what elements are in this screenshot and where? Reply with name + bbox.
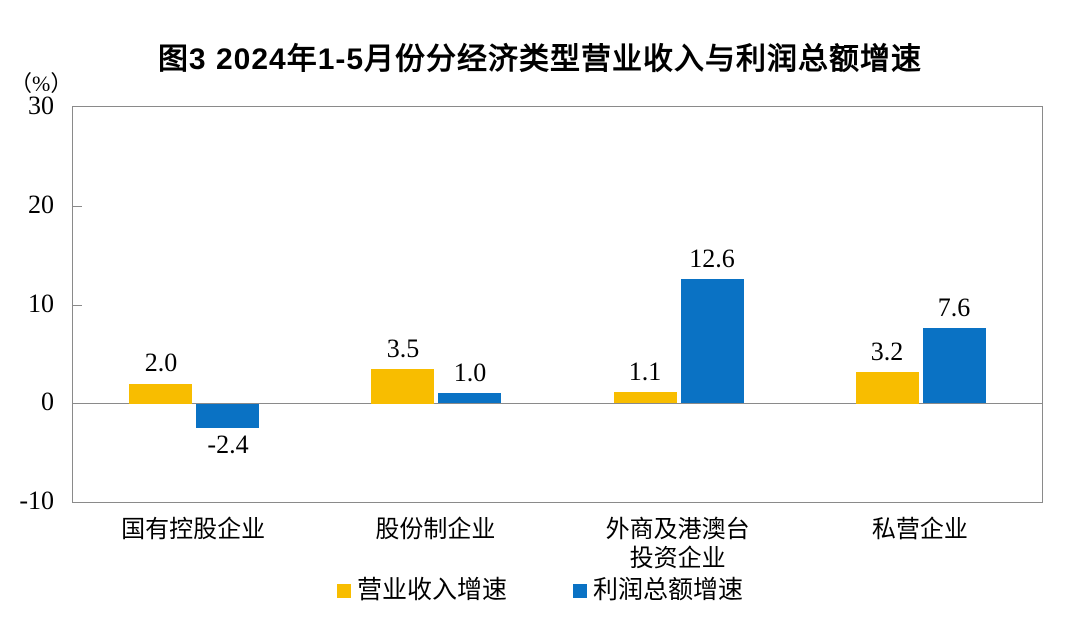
legend-item-profit: 利润总额增速 (573, 578, 743, 604)
legend-swatch-profit (573, 584, 587, 598)
bar-value-profit-cat2: 12.6 (689, 244, 735, 273)
y-axis: 30 20 10 0 -10 (0, 93, 62, 514)
bar-revenue-cat0 (129, 384, 192, 404)
bar-value-revenue-cat0: 2.0 (144, 348, 178, 377)
x-category-label-2: 外商及港澳台 投资企业 (605, 517, 750, 572)
y-tick-mark-10 (73, 305, 82, 306)
bar-revenue-cat3 (856, 372, 919, 404)
plot-area: 2.0 -2.4 3.5 1.0 1.1 12.6 3.2 7.6 (72, 106, 1043, 503)
bar-profit-cat0 (196, 404, 259, 428)
y-axis-unit-label: （%） (10, 71, 73, 96)
y-tick-label-20: 20 (28, 189, 54, 219)
legend: 营业收入增速 利润总额增速 (0, 578, 1080, 604)
x-category-label-3: 私营企业 (871, 517, 968, 543)
x-axis-category-labels: 国有控股企业 股份制企业 外商及港澳台 投资企业 私营企业 (72, 516, 1041, 574)
legend-label-profit: 利润总额增速 (593, 577, 744, 604)
y-tick-label-10: 10 (28, 288, 54, 318)
bar-revenue-cat1 (371, 369, 434, 404)
y-tick-label--10: -10 (19, 486, 54, 515)
legend-item-revenue: 营业收入增速 (336, 577, 507, 604)
bar-profit-cat1 (438, 393, 501, 403)
bar-value-profit-cat0: -2.4 (207, 430, 249, 459)
x-category-label-0: 国有控股企业 (121, 517, 266, 543)
y-tick-label-0: 0 (41, 387, 54, 417)
bar-profit-cat2 (681, 279, 744, 403)
bar-value-profit-cat3: 7.6 (937, 293, 971, 322)
bar-value-revenue-cat1: 3.5 (386, 334, 420, 363)
y-tick-label-30: 30 (28, 91, 54, 120)
chart-title: 图3 2024年1-5月份分经济类型营业收入与利润总额增速 (157, 43, 923, 76)
zero-baseline (73, 403, 1042, 404)
bar-value-profit-cat1: 1.0 (453, 358, 487, 387)
y-tick-mark-20 (73, 206, 82, 207)
bar-revenue-cat2 (614, 392, 677, 403)
legend-label-revenue: 营业收入增速 (356, 577, 507, 604)
legend-swatch-revenue (336, 584, 351, 598)
bar-value-revenue-cat2: 1.1 (628, 357, 662, 386)
x-category-label-1: 股份制企业 (375, 517, 496, 543)
bar-value-revenue-cat3: 3.2 (870, 337, 904, 366)
bar-profit-cat3 (923, 328, 986, 403)
